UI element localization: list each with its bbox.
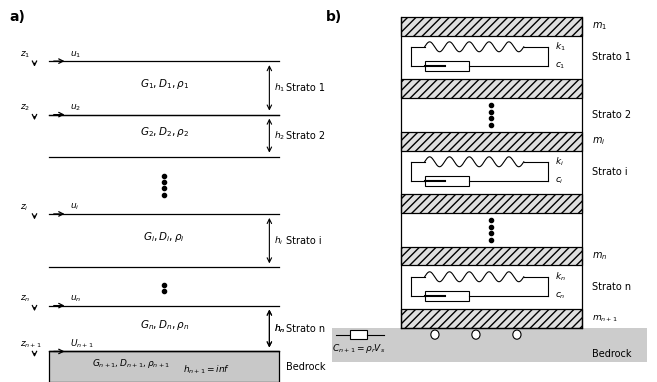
Text: $z_1$: $z_1$ <box>20 50 30 60</box>
Text: Strato n: Strato n <box>286 324 325 333</box>
Text: $G_n , D_n , \rho_n$: $G_n , D_n , \rho_n$ <box>140 318 189 332</box>
Text: $m_{n+1}$: $m_{n+1}$ <box>592 313 618 324</box>
Text: $h_2$: $h_2$ <box>275 129 285 142</box>
Text: $u_i$: $u_i$ <box>70 202 79 212</box>
Text: $m_i$: $m_i$ <box>592 136 606 147</box>
Bar <box>401 79 582 98</box>
Bar <box>424 291 469 301</box>
Circle shape <box>472 330 480 339</box>
Text: $U_{n+1}$: $U_{n+1}$ <box>70 337 93 350</box>
Text: $h_n$: $h_n$ <box>275 322 286 335</box>
Bar <box>49 351 279 382</box>
Circle shape <box>513 330 521 339</box>
Text: $u_n$: $u_n$ <box>70 294 81 304</box>
Bar <box>401 247 582 265</box>
Text: Strato 1: Strato 1 <box>286 83 325 93</box>
Bar <box>424 61 469 71</box>
Text: $C_{n+1} = \rho_r V_s$: $C_{n+1} = \rho_r V_s$ <box>332 342 386 355</box>
Text: $h_{n+1} = inf$: $h_{n+1} = inf$ <box>183 364 231 376</box>
Text: Strato i: Strato i <box>286 236 321 246</box>
Bar <box>401 309 582 328</box>
Text: $G_{n+1} , D_{n+1} , \rho_{n+1}$: $G_{n+1} , D_{n+1} , \rho_{n+1}$ <box>93 357 170 370</box>
Bar <box>424 176 469 186</box>
Text: $h_i$: $h_i$ <box>275 235 284 247</box>
Text: $G_2 , D_2 , \rho_2$: $G_2 , D_2 , \rho_2$ <box>140 125 189 139</box>
Text: $h_n$: $h_n$ <box>275 322 286 335</box>
Text: $z_2$: $z_2$ <box>20 103 30 113</box>
Circle shape <box>431 330 439 339</box>
Text: $G_1 , D_1 , \rho_1$: $G_1 , D_1 , \rho_1$ <box>140 77 189 91</box>
Text: Strato 2: Strato 2 <box>286 131 325 141</box>
Text: $z_{n+1}$: $z_{n+1}$ <box>20 340 41 350</box>
Text: a): a) <box>10 10 26 24</box>
Text: $c_i$: $c_i$ <box>555 176 563 186</box>
Text: $k_1$: $k_1$ <box>555 40 565 53</box>
Bar <box>401 17 582 36</box>
Bar <box>401 194 582 213</box>
Text: Bedrock: Bedrock <box>592 350 631 359</box>
Text: $c_1$: $c_1$ <box>555 61 565 71</box>
Bar <box>332 328 646 362</box>
Text: $h_1$: $h_1$ <box>275 82 286 94</box>
Text: $m_1$: $m_1$ <box>592 21 607 32</box>
Bar <box>401 132 582 151</box>
Text: Strato i: Strato i <box>592 167 627 178</box>
Text: $u_2$: $u_2$ <box>70 103 81 113</box>
Text: $m_n$: $m_n$ <box>592 251 608 262</box>
Text: $z_i$: $z_i$ <box>20 202 28 213</box>
Text: $k_i$: $k_i$ <box>555 155 564 168</box>
Text: $u_1$: $u_1$ <box>70 49 81 60</box>
Text: $z_n$: $z_n$ <box>20 294 30 304</box>
Bar <box>350 330 367 340</box>
Text: Strato 1: Strato 1 <box>592 52 631 63</box>
Text: Bedrock: Bedrock <box>286 362 325 372</box>
Text: b): b) <box>326 10 342 24</box>
Text: $G_i , D_i , \rho_i$: $G_i , D_i , \rho_i$ <box>143 230 185 244</box>
Text: $k_n$: $k_n$ <box>555 270 565 283</box>
Text: $c_n$: $c_n$ <box>555 291 565 301</box>
Text: Strato 2: Strato 2 <box>592 110 631 120</box>
Text: Strato n: Strato n <box>592 282 631 293</box>
